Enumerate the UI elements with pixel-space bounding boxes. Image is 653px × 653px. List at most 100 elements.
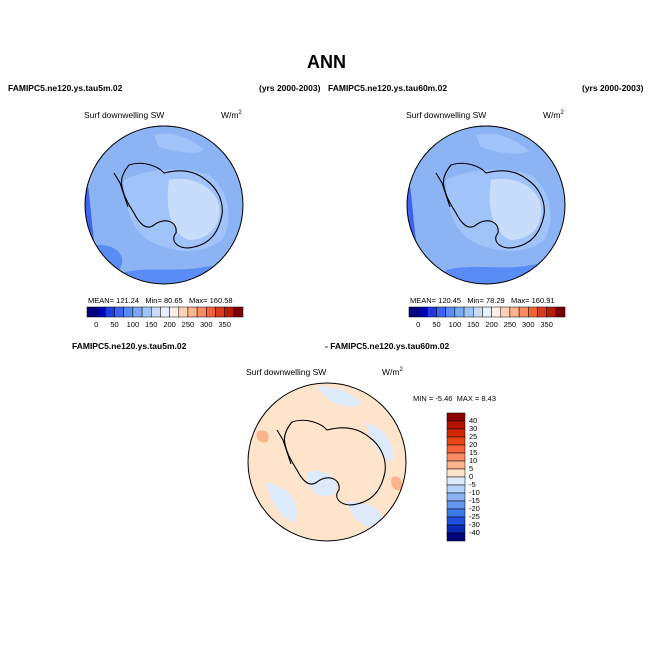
right-colorbar-label: 100: [448, 320, 462, 329]
diff-colorbar-label: -20: [469, 504, 480, 513]
right-colorbar-label: 250: [503, 320, 517, 329]
diff-colorbar-box: [446, 452, 466, 462]
diff-field-neg-east: [365, 422, 393, 462]
right-colorbar-box: [528, 306, 538, 318]
right-case-name: FAMIPC5.ne120.ys.tau60m.02: [328, 83, 448, 93]
right-colorbar-box: [555, 306, 566, 318]
right-map-border: [406, 125, 566, 285]
right-colorbar-labels: 0 50 100 150 200 250 300 350: [409, 320, 565, 330]
right-stats: MEAN= 120.45 Min= 78.29 Max= 160.91: [410, 296, 555, 305]
left-colorbar-box: [160, 306, 170, 318]
diff-colorbar-label: 10: [469, 456, 478, 465]
diff-case-a: FAMIPC5.ne120.ys.tau5m.02: [72, 341, 187, 351]
diff-colorbar-labels: 40 30 25 20 15 10 5 0 -5 -10 -15 -20 -25 -30 -40: [469, 413, 499, 541]
diff-colorbar-label: 0: [469, 472, 474, 481]
diff-colorbar-box: [446, 532, 466, 542]
diff-colorbar: [446, 412, 466, 542]
left-units: W/m2: [221, 110, 242, 120]
diff-variable-title: Surf downwelling SW: [246, 367, 327, 377]
left-years: (yrs 2000-2003): [259, 83, 321, 93]
diff-colorbar-box: [446, 484, 466, 494]
diff-colorbar-label: 20: [469, 440, 478, 449]
right-colorbar-label: 350: [540, 320, 553, 329]
right-units: W/m2: [543, 110, 564, 120]
right-colorbar-box: [417, 306, 428, 318]
left-colorbar-box: [150, 306, 161, 318]
left-colorbar-box: [169, 306, 180, 318]
right-colorbar-label: 300: [522, 320, 535, 329]
left-colorbar-box: [123, 306, 134, 318]
diff-field-neg-north: [317, 386, 362, 407]
left-variable-title: Surf downwelling SW: [84, 110, 165, 120]
right-colorbar-box: [445, 306, 456, 318]
diff-colorbar-box: [446, 436, 466, 446]
right-colorbar-label: 0: [416, 320, 421, 329]
left-colorbar-box: [206, 306, 216, 318]
right-colorbar-box: [491, 306, 502, 318]
right-colorbar-box: [427, 306, 437, 318]
right-colorbar-label: 50: [432, 320, 441, 329]
right-colorbar-box: [436, 306, 446, 318]
diff-colorbar-box: [446, 492, 466, 502]
diff-field-neg-south: [347, 501, 383, 528]
diff-units: W/m2: [382, 367, 403, 377]
right-colorbar-label: 200: [485, 320, 498, 329]
diff-colorbar-box: [446, 508, 466, 518]
right-variable-title: Surf downwelling SW: [406, 110, 487, 120]
diff-colorbar-label: -30: [469, 520, 480, 529]
left-colorbar-box: [196, 306, 207, 318]
left-field-plateau: [167, 178, 220, 240]
left-field-north: [154, 133, 204, 153]
right-coastline: [435, 162, 545, 249]
diff-colorbar-box: [446, 468, 466, 478]
right-field-plateau: [489, 178, 542, 240]
diff-stats: MIN = -5.46 MAX = 8.43: [413, 394, 497, 403]
left-colorbar-label: 100: [126, 320, 140, 329]
right-polar-map: [406, 125, 566, 285]
left-colorbar-box: [141, 306, 152, 318]
left-colorbar-box: [233, 306, 244, 318]
left-colorbar-box: [114, 306, 124, 318]
left-colorbar-label: 350: [218, 320, 231, 329]
diff-colorbar-label: -10: [469, 488, 480, 497]
right-colorbar-box: [518, 306, 529, 318]
left-colorbar-box: [224, 306, 235, 318]
right-colorbar-box: [482, 306, 492, 318]
left-colorbar-box: [215, 306, 225, 318]
diff-coastline: [276, 419, 386, 506]
left-colorbar-box: [187, 306, 198, 318]
left-colorbar-box: [178, 306, 189, 318]
right-colorbar-box: [454, 306, 465, 318]
left-coastline: [113, 162, 223, 249]
diff-colorbar-box: [446, 516, 466, 526]
right-colorbar-box: [509, 306, 520, 318]
right-years: (yrs 2000-2003): [582, 83, 644, 93]
left-polar-map: [84, 125, 244, 285]
diff-colorbar-box: [446, 412, 466, 422]
left-colorbar: [86, 306, 244, 318]
left-colorbar-labels: 0 50 100 150 200 250 300 350: [87, 320, 243, 330]
diff-case-b: - FAMIPC5.ne120.ys.tau60m.02: [325, 341, 450, 351]
right-field-north: [476, 133, 528, 154]
right-colorbar-box: [500, 306, 511, 318]
diff-colorbar-label: -15: [469, 496, 480, 505]
diff-map-border: [247, 382, 407, 542]
right-colorbar-box: [546, 306, 557, 318]
right-colorbar: [408, 306, 566, 318]
diff-polar-map: [247, 382, 407, 542]
left-colorbar-label: 250: [181, 320, 195, 329]
left-map-border: [84, 125, 244, 285]
right-colorbar-box: [472, 306, 483, 318]
diff-colorbar-box: [446, 460, 466, 470]
left-colorbar-label: 0: [94, 320, 99, 329]
diff-colorbar-label: -40: [469, 528, 480, 537]
diff-colorbar-box: [446, 420, 466, 430]
left-colorbar-label: 50: [110, 320, 119, 329]
diff-field-pos-west: [256, 430, 269, 443]
left-colorbar-box: [132, 306, 143, 318]
diff-field-neg-southwest: [267, 482, 297, 522]
right-colorbar-label: 150: [466, 320, 480, 329]
left-colorbar-box: [105, 306, 115, 318]
diff-colorbar-label: 5: [469, 464, 474, 473]
main-title: ANN: [307, 52, 346, 72]
